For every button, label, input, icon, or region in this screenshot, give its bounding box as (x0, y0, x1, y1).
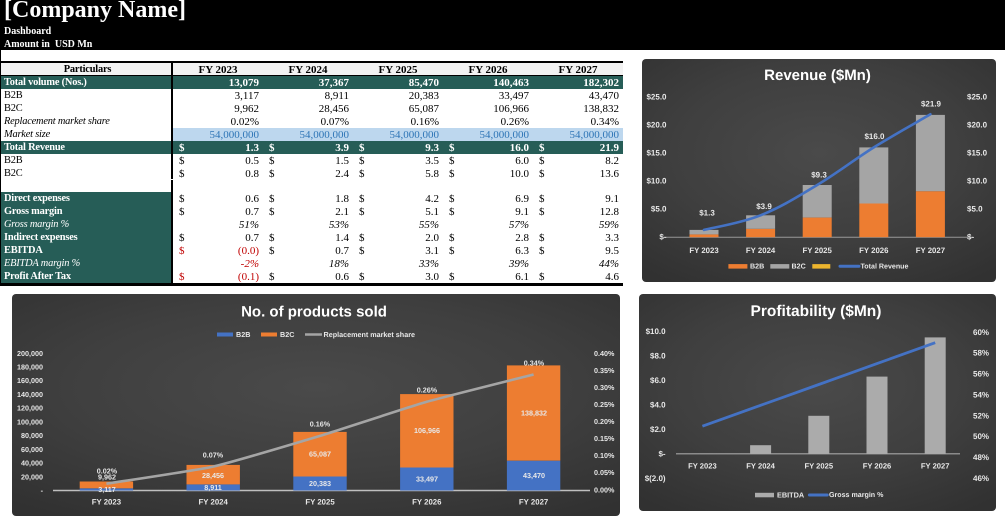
svg-text:FY 2023: FY 2023 (689, 246, 719, 255)
svg-text:-: - (41, 486, 44, 495)
svg-text:0.34%: 0.34% (524, 359, 545, 368)
svg-text:$10.0: $10.0 (646, 327, 667, 336)
svg-text:FY 2024: FY 2024 (199, 498, 229, 507)
svg-text:106,966: 106,966 (414, 426, 440, 435)
svg-text:0.20%: 0.20% (594, 417, 615, 426)
svg-text:FY 2023: FY 2023 (92, 498, 122, 507)
svg-text:0.40%: 0.40% (594, 349, 615, 358)
svg-text:FY 2026: FY 2026 (412, 498, 442, 507)
svg-text:20,383: 20,383 (309, 479, 331, 488)
svg-text:0.07%: 0.07% (203, 451, 224, 460)
svg-text:FY 2024: FY 2024 (746, 246, 776, 255)
svg-text:$15.0: $15.0 (967, 149, 988, 158)
svg-text:180,000: 180,000 (17, 363, 43, 372)
svg-text:56%: 56% (973, 370, 989, 379)
svg-text:0.30%: 0.30% (594, 383, 615, 392)
svg-text:Revenue ($Mn): Revenue ($Mn) (764, 67, 871, 84)
svg-text:Total Revenue: Total Revenue (861, 262, 909, 270)
svg-text:0.35%: 0.35% (594, 366, 615, 375)
svg-text:$6.0: $6.0 (650, 376, 666, 385)
svg-text:$9.3: $9.3 (811, 171, 827, 180)
svg-text:B2B: B2B (236, 330, 250, 339)
svg-text:54%: 54% (973, 390, 989, 399)
svg-text:200,000: 200,000 (17, 349, 43, 358)
svg-text:100,000: 100,000 (17, 417, 43, 426)
svg-text:B2C: B2C (792, 262, 806, 270)
svg-text:$-: $- (658, 449, 665, 458)
svg-text:$2.0: $2.0 (650, 425, 666, 434)
svg-text:FY 2025: FY 2025 (803, 246, 833, 255)
svg-text:FY 2027: FY 2027 (916, 246, 945, 255)
svg-text:80,000: 80,000 (21, 431, 43, 440)
svg-text:58%: 58% (973, 349, 989, 358)
svg-text:FY 2024: FY 2024 (746, 462, 775, 471)
svg-text:$16.0: $16.0 (864, 132, 885, 141)
svg-text:0.15%: 0.15% (594, 434, 615, 443)
svg-text:$25.0: $25.0 (967, 92, 988, 101)
svg-text:0.05%: 0.05% (594, 468, 615, 477)
svg-text:B2C: B2C (280, 330, 294, 339)
svg-text:$5.0: $5.0 (967, 205, 983, 214)
svg-text:40,000: 40,000 (21, 459, 43, 468)
svg-text:FY 2026: FY 2026 (863, 462, 892, 471)
svg-text:60%: 60% (973, 328, 989, 337)
svg-text:$20.0: $20.0 (646, 121, 667, 130)
svg-text:43,470: 43,470 (523, 471, 545, 480)
svg-text:FY 2025: FY 2025 (305, 498, 335, 507)
svg-text:$10.0: $10.0 (967, 177, 988, 186)
svg-text:9,962: 9,962 (98, 473, 116, 482)
svg-text:65,087: 65,087 (309, 450, 331, 459)
svg-text:$10.0: $10.0 (646, 177, 667, 186)
svg-text:33,497: 33,497 (416, 475, 438, 484)
svg-text:FY 2027: FY 2027 (519, 498, 548, 507)
svg-text:0.02%: 0.02% (97, 467, 118, 476)
svg-text:160,000: 160,000 (17, 376, 43, 385)
svg-text:Profitability ($Mn): Profitability ($Mn) (751, 303, 882, 320)
svg-text:$(2.0): $(2.0) (645, 474, 666, 483)
svg-text:$20.0: $20.0 (967, 121, 988, 130)
svg-text:60,000: 60,000 (21, 445, 43, 454)
svg-text:$15.0: $15.0 (646, 149, 667, 158)
svg-text:$4.0: $4.0 (650, 400, 666, 409)
svg-text:$21.9: $21.9 (921, 100, 942, 109)
svg-text:48%: 48% (973, 453, 989, 462)
svg-text:No. of products sold: No. of products sold (241, 304, 387, 321)
svg-text:52%: 52% (973, 411, 989, 420)
svg-text:$-: $- (659, 233, 666, 242)
svg-text:EBITDA: EBITDA (777, 491, 805, 500)
svg-text:Gross margin %: Gross margin % (829, 491, 884, 499)
svg-text:FY 2023: FY 2023 (688, 462, 717, 471)
svg-text:50%: 50% (973, 432, 989, 441)
svg-text:$3.9: $3.9 (756, 202, 772, 211)
svg-text:$5.0: $5.0 (651, 205, 667, 214)
svg-text:8,911: 8,911 (204, 483, 222, 492)
svg-text:20,000: 20,000 (21, 472, 43, 481)
svg-text:B2B: B2B (750, 262, 764, 270)
svg-text:0.10%: 0.10% (594, 451, 615, 460)
svg-text:$8.0: $8.0 (650, 351, 666, 360)
svg-text:138,832: 138,832 (521, 408, 547, 417)
svg-text:0.00%: 0.00% (594, 485, 615, 494)
svg-text:46%: 46% (973, 474, 989, 483)
svg-text:0.25%: 0.25% (594, 400, 615, 409)
svg-text:$1.3: $1.3 (699, 209, 715, 218)
svg-text:0.26%: 0.26% (417, 386, 438, 395)
svg-text:28,456: 28,456 (202, 471, 224, 480)
svg-text:FY 2026: FY 2026 (859, 246, 889, 255)
svg-text:$25.0: $25.0 (646, 92, 667, 101)
svg-text:FY 2025: FY 2025 (805, 462, 834, 471)
svg-text:Replacement market share: Replacement market share (324, 330, 416, 339)
svg-text:120,000: 120,000 (17, 404, 43, 413)
svg-text:3,117: 3,117 (98, 485, 116, 494)
svg-text:FY 2027: FY 2027 (921, 462, 950, 471)
svg-text:0.16%: 0.16% (310, 420, 331, 429)
svg-text:140,000: 140,000 (17, 390, 43, 399)
